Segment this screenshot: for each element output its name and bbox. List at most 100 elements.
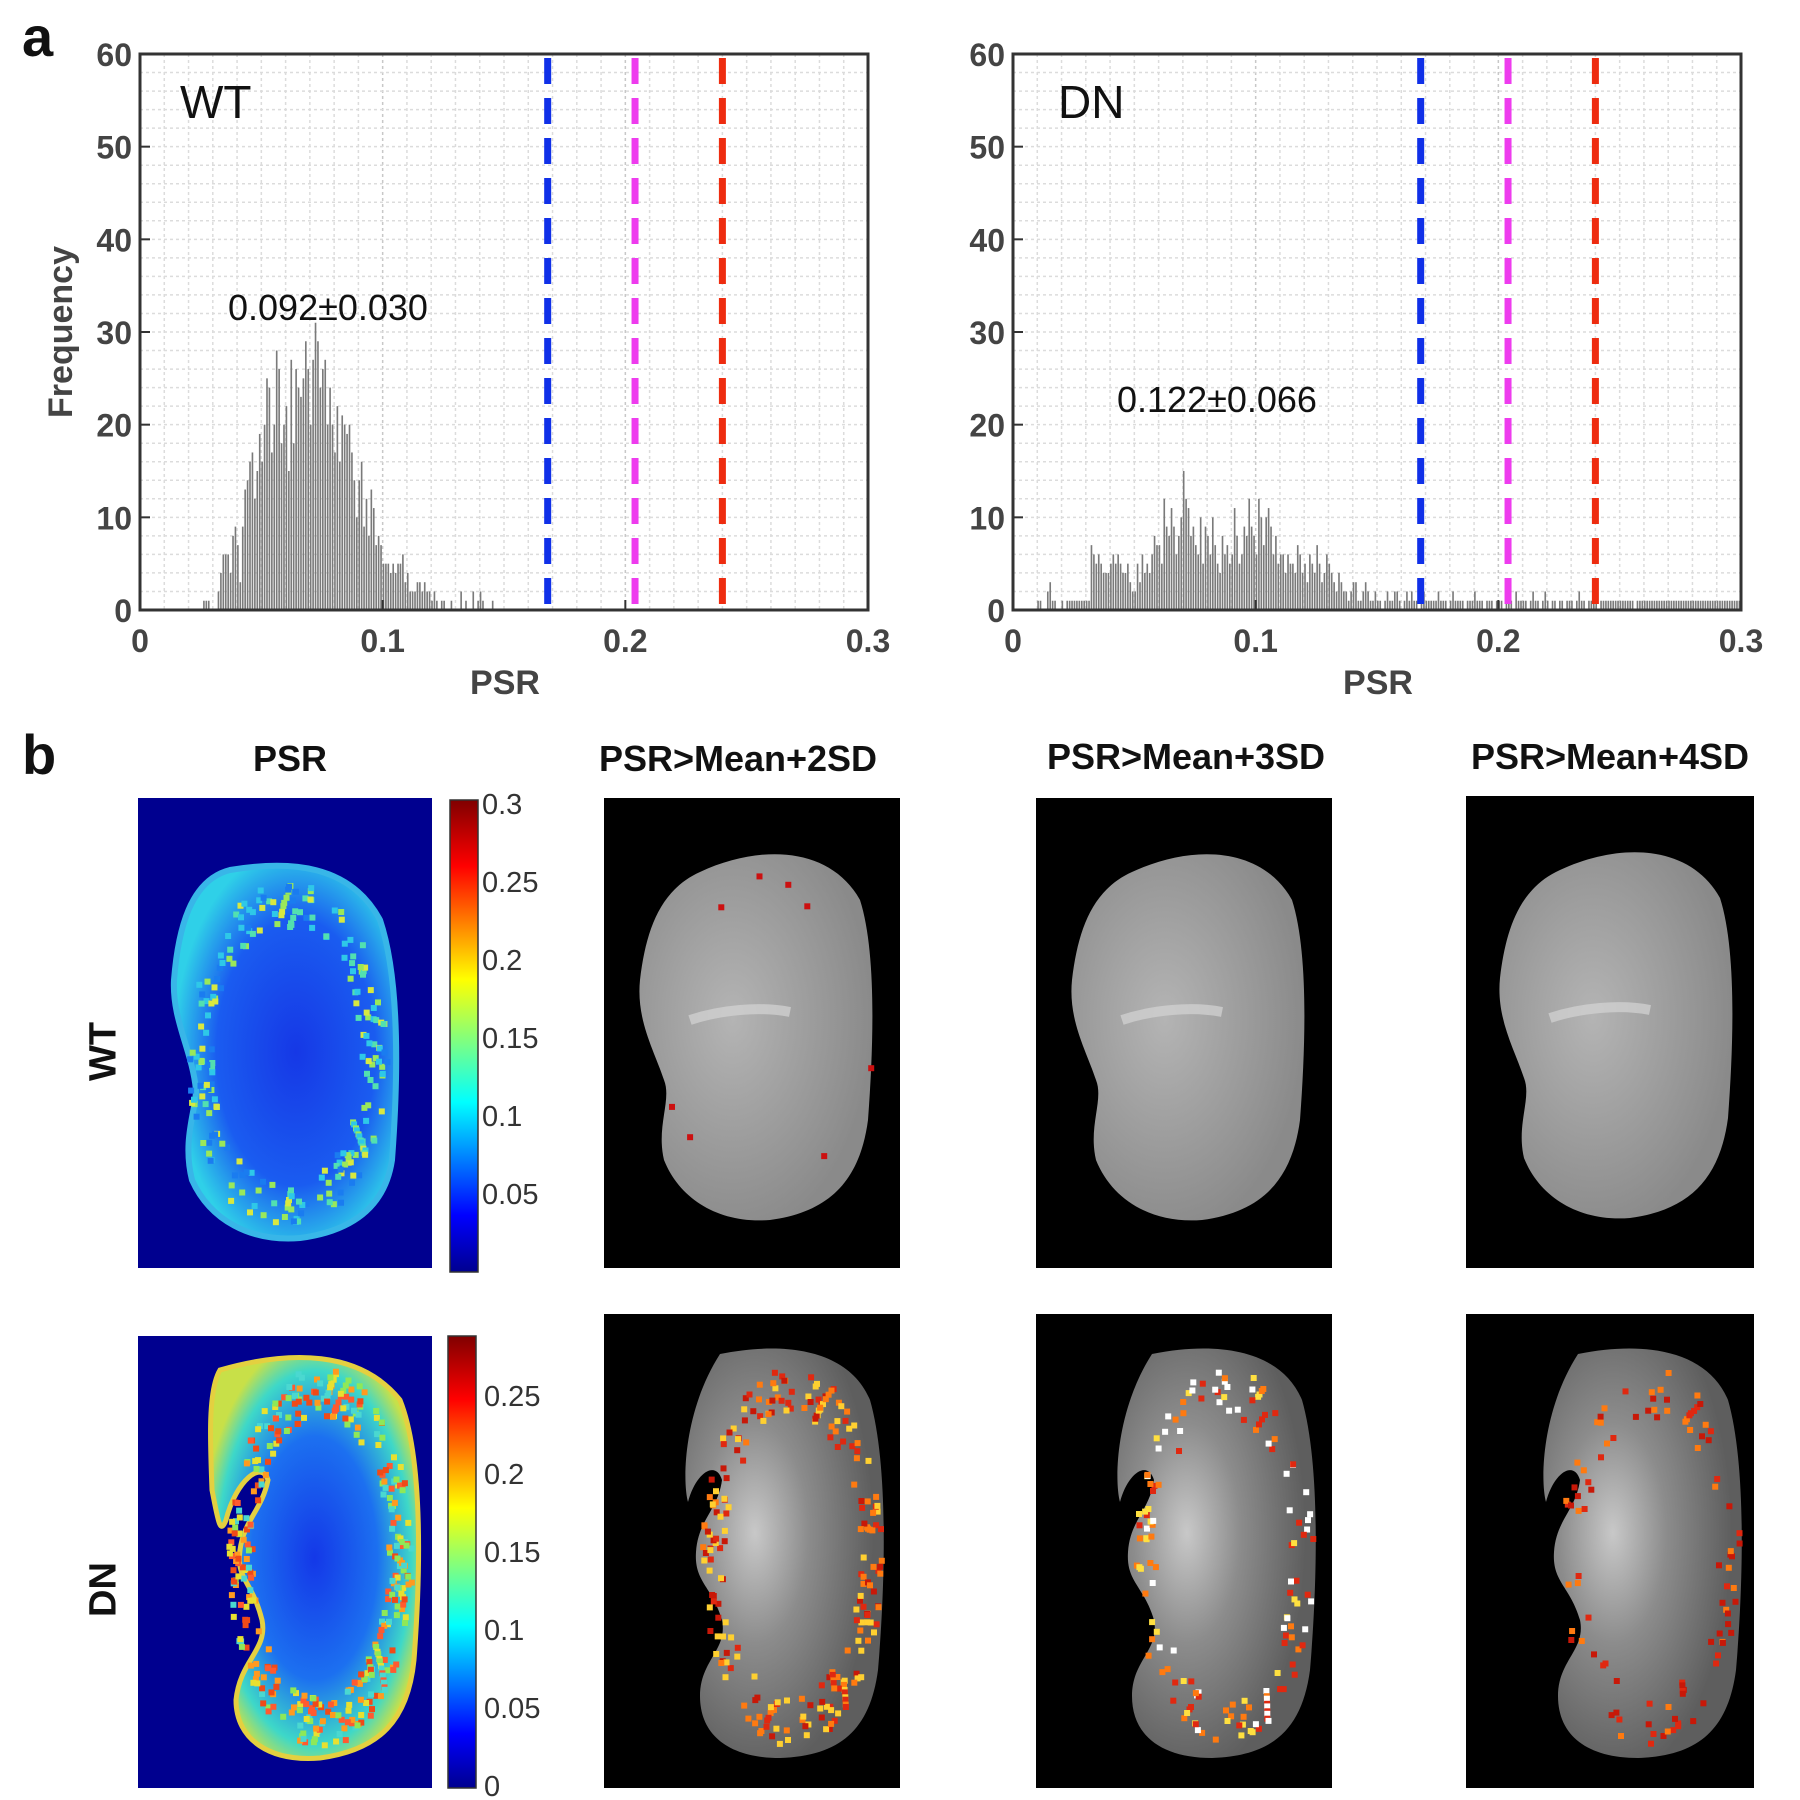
- map-pixel: [804, 903, 811, 910]
- histogram-bar: [1180, 517, 1183, 610]
- map-pixel: [1598, 1454, 1604, 1461]
- map-pixel: [726, 1429, 733, 1436]
- map-pixel: [874, 1502, 881, 1509]
- histogram-bar: [1214, 545, 1217, 610]
- histogram-bar: [1469, 600, 1471, 610]
- map-pixel: [825, 1391, 832, 1398]
- map-pixel: [337, 1390, 344, 1397]
- histogram-bar: [1508, 600, 1510, 610]
- histogram-bar: [1733, 600, 1736, 610]
- map-pixel: [398, 1543, 405, 1549]
- map-pixel: [1679, 1690, 1686, 1697]
- map-pixel: [297, 1722, 304, 1729]
- map-pixel: [325, 1708, 332, 1715]
- map-pixel: [1192, 1721, 1199, 1728]
- histogram-bar: [370, 489, 373, 610]
- map-pixel: [243, 1556, 250, 1562]
- histogram-bar: [1330, 572, 1333, 610]
- map-pixel: [859, 1504, 866, 1511]
- histogram-bar: [251, 452, 254, 610]
- histogram-bar: [1250, 526, 1253, 610]
- map-pixel: [860, 1573, 867, 1580]
- map-pixel: [405, 1573, 412, 1580]
- histogram-bar: [241, 526, 244, 610]
- histogram-bar: [1357, 600, 1360, 610]
- map-pixel: [288, 1193, 295, 1200]
- map-pixel: [198, 1057, 205, 1064]
- map-pixel: [332, 1404, 339, 1411]
- map-pixel: [851, 1679, 858, 1686]
- map-pixel: [1159, 1669, 1166, 1676]
- histogram-bar: [443, 600, 445, 610]
- map-pixel: [296, 1385, 303, 1392]
- histogram-bar: [382, 563, 385, 610]
- histogram-bar: [419, 582, 421, 610]
- histogram-bar: [290, 359, 293, 610]
- map-pixel: [401, 1480, 408, 1487]
- map-pixel: [230, 960, 237, 967]
- map-pixel: [347, 936, 354, 943]
- histogram-bar: [1270, 526, 1272, 610]
- histogram-bar: [1146, 563, 1149, 610]
- map-pixel: [835, 1710, 842, 1717]
- histogram-bar: [1481, 600, 1483, 610]
- histogram-bar: [1476, 600, 1479, 610]
- map-pixel: [757, 1413, 764, 1420]
- map-pixel: [1694, 1445, 1701, 1451]
- map-pixel: [864, 1498, 871, 1505]
- map-pixel: [233, 1518, 239, 1525]
- map-pixel: [394, 1603, 401, 1610]
- map-pixel: [369, 1061, 376, 1068]
- histogram-bar: [1636, 600, 1639, 610]
- map-pixel: [1283, 1632, 1289, 1639]
- map-pixel: [266, 1443, 273, 1449]
- map-pixel: [362, 1151, 369, 1158]
- map-pixel: [709, 1501, 716, 1508]
- histogram-bar: [1406, 591, 1408, 610]
- map-pixel: [851, 1481, 858, 1488]
- map-pixel: [303, 914, 310, 921]
- histogram-bar: [1631, 600, 1634, 610]
- map-pixel: [204, 978, 211, 985]
- map-pixel: [1308, 1598, 1315, 1605]
- histogram-bar: [1670, 600, 1673, 610]
- map-pixel: [386, 1618, 392, 1625]
- histogram-bar: [331, 424, 334, 610]
- y-tick-label: 60: [969, 37, 1005, 73]
- map-pixel: [760, 1417, 767, 1424]
- histogram-bar: [1430, 600, 1433, 610]
- histogram-bar: [309, 424, 312, 610]
- map-pixel: [335, 1399, 342, 1406]
- map-pixel: [203, 998, 210, 1005]
- map-pixel: [1177, 1428, 1184, 1434]
- map-pixel: [854, 1675, 861, 1682]
- map-pixel: [400, 1585, 407, 1592]
- histogram-bar: [322, 369, 324, 610]
- map-pixel: [361, 1389, 368, 1396]
- map-pixel: [324, 1398, 331, 1405]
- map-pixel: [231, 1172, 238, 1179]
- col-title-3sd: PSR>Mean+3SD: [1046, 736, 1326, 777]
- map-pixel: [375, 1442, 382, 1448]
- y-tick-label: 50: [96, 130, 132, 166]
- histogram-bar: [1153, 535, 1156, 610]
- map-pixel: [371, 1137, 378, 1144]
- histogram-bar: [1568, 600, 1571, 610]
- histogram-bar: [1352, 582, 1355, 610]
- histogram-bar: [1211, 517, 1214, 610]
- histogram-bar: [263, 424, 266, 610]
- dn-4sd-overlay: [1466, 1314, 1754, 1788]
- histogram-bar: [1660, 600, 1663, 610]
- map-pixel: [249, 930, 256, 937]
- histogram-bar: [256, 471, 259, 610]
- map-pixel: [1568, 1502, 1574, 1509]
- map-pixel: [1645, 1721, 1652, 1728]
- map-pixel: [783, 1727, 790, 1734]
- map-pixel: [229, 1518, 236, 1525]
- histogram-bar: [1178, 535, 1180, 610]
- map-pixel: [855, 1637, 862, 1644]
- map-pixel: [276, 1412, 282, 1418]
- map-pixel: [1574, 1459, 1581, 1466]
- map-pixel: [734, 1644, 741, 1651]
- map-pixel: [1189, 1387, 1196, 1394]
